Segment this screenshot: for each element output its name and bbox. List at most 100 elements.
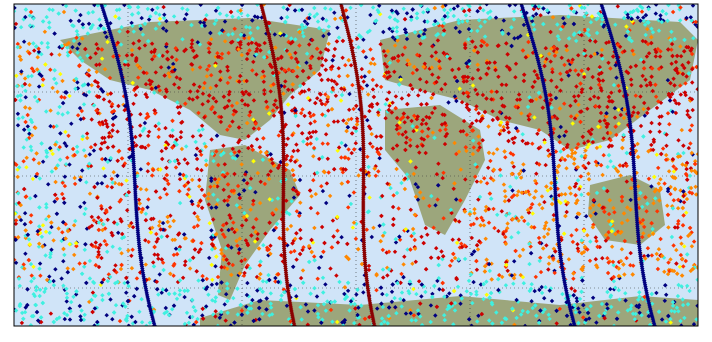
observation	[202, 286, 207, 291]
observation	[230, 119, 235, 124]
observation	[215, 184, 220, 189]
observation	[229, 245, 234, 250]
observation	[394, 311, 399, 316]
observation	[160, 220, 166, 226]
observation	[449, 210, 454, 216]
observation	[650, 30, 656, 35]
observation	[400, 132, 405, 137]
observation	[353, 236, 359, 241]
observation	[157, 219, 162, 224]
observation	[367, 108, 372, 114]
observation	[692, 168, 697, 174]
observation	[160, 156, 165, 162]
observation	[298, 275, 304, 281]
observation	[414, 291, 419, 297]
observation	[131, 41, 136, 46]
observation	[34, 288, 39, 293]
observation	[419, 142, 424, 147]
observation	[567, 4, 572, 8]
observation	[672, 98, 677, 103]
observation	[210, 298, 215, 303]
observation	[36, 46, 41, 51]
observation	[134, 276, 140, 281]
observation	[130, 225, 136, 230]
observation	[679, 284, 684, 289]
observation	[653, 4, 659, 7]
observation	[162, 311, 167, 316]
observation	[353, 306, 358, 311]
observation	[529, 18, 535, 24]
observation	[190, 134, 196, 139]
observation	[211, 217, 216, 222]
observation	[368, 141, 373, 146]
observation	[428, 319, 433, 325]
observation	[546, 312, 551, 317]
observation	[130, 321, 136, 326]
observation	[294, 294, 299, 299]
observation	[61, 43, 67, 48]
observation	[241, 178, 247, 183]
observation	[421, 196, 426, 201]
observation	[654, 152, 659, 157]
observation	[340, 55, 345, 60]
observation	[260, 69, 266, 74]
observation	[99, 56, 105, 61]
observation	[625, 205, 630, 210]
observation	[677, 264, 683, 270]
observation	[432, 105, 437, 111]
observation	[268, 243, 273, 248]
observation	[70, 45, 75, 50]
observation	[17, 214, 22, 220]
observation	[22, 211, 28, 216]
observation	[482, 176, 487, 181]
observation	[635, 15, 640, 20]
observation	[471, 221, 476, 227]
observation	[302, 89, 307, 94]
observation	[116, 16, 122, 21]
observation	[387, 182, 392, 187]
observation	[93, 142, 98, 147]
observation	[368, 12, 373, 18]
observation	[82, 312, 87, 318]
observation	[380, 304, 386, 310]
observation	[566, 58, 571, 63]
observation	[475, 247, 481, 252]
observation	[236, 250, 241, 256]
observation	[254, 137, 260, 142]
observation	[532, 69, 537, 74]
observation	[257, 200, 263, 206]
observation	[390, 26, 396, 31]
observation	[34, 171, 40, 177]
observation	[462, 42, 468, 48]
observation	[457, 86, 462, 91]
observation	[646, 106, 651, 111]
observation	[615, 4, 620, 9]
observation	[601, 313, 606, 319]
observation	[535, 131, 540, 136]
observation	[419, 136, 424, 141]
observation	[593, 235, 598, 240]
observation	[484, 279, 489, 284]
observation	[291, 195, 297, 200]
observation	[84, 180, 89, 185]
observation	[644, 209, 649, 214]
observation	[585, 145, 590, 150]
observation	[549, 78, 554, 83]
observation	[506, 130, 512, 135]
observation	[44, 154, 49, 159]
observation	[376, 169, 381, 174]
land	[60, 15, 698, 326]
observation	[394, 25, 400, 30]
observation	[199, 187, 205, 192]
observation	[195, 166, 200, 172]
observation	[490, 117, 495, 123]
observation	[107, 130, 112, 136]
observation	[306, 87, 312, 92]
observation	[222, 174, 227, 179]
observation	[571, 271, 576, 276]
observation	[167, 159, 173, 164]
observation	[652, 189, 657, 194]
observation	[298, 236, 303, 241]
observation	[23, 251, 28, 256]
observation	[46, 214, 51, 219]
